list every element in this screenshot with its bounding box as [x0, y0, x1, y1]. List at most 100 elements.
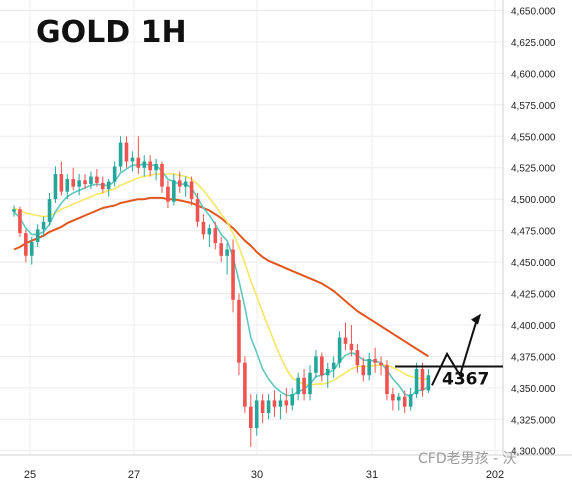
- candle-body: [426, 375, 431, 391]
- y-axis: 4,650.000 4,625.000 4,600.000 4,575.000 4,55…: [511, 7, 556, 458]
- y-tick-label: 4,575.000: [511, 101, 556, 112]
- candle-body: [124, 142, 129, 162]
- candle-body: [195, 199, 200, 222]
- candle: [71, 167, 75, 191]
- candle-body: [260, 400, 265, 414]
- candle: [201, 214, 206, 240]
- candle: [249, 394, 253, 447]
- x-tick-label: 27: [128, 469, 140, 481]
- candle-body: [337, 337, 342, 363]
- candle: [172, 174, 176, 206]
- candle-body: [29, 241, 34, 256]
- x-axis: 25 27 30 31 202: [24, 469, 504, 481]
- candle: [166, 180, 170, 208]
- candle: [136, 136, 141, 175]
- candle: [284, 387, 289, 414]
- candle: [189, 176, 194, 206]
- candle-body: [379, 362, 383, 366]
- y-tick-label: 4,550.000: [511, 132, 556, 143]
- candle-body: [59, 174, 64, 192]
- candle-body: [249, 406, 253, 429]
- candle: [325, 362, 330, 388]
- candle-body: [142, 161, 147, 168]
- candle-body: [89, 176, 93, 185]
- candle: [24, 229, 28, 263]
- candle-body: [172, 180, 176, 202]
- candle-body: [349, 343, 354, 351]
- candle: [18, 206, 22, 237]
- candle: [420, 362, 425, 397]
- candle: [414, 362, 419, 398]
- level-overlay: 4367: [395, 313, 503, 389]
- candle-body: [12, 209, 16, 212]
- candle-body: [189, 181, 194, 200]
- mid-moving-average: [13, 173, 429, 387]
- candle: [402, 390, 407, 414]
- candle: [243, 356, 247, 414]
- candle: [426, 368, 431, 393]
- candle-body: [77, 180, 81, 187]
- x-tick-label: 31: [366, 469, 378, 481]
- candle: [278, 394, 283, 420]
- candle-body: [160, 163, 164, 187]
- candle: [130, 151, 135, 172]
- slow-moving-average: [13, 196, 429, 358]
- candle-body: [225, 249, 229, 256]
- candle-body: [177, 180, 182, 187]
- y-tick-label: 4,625.000: [511, 38, 556, 49]
- candle: [367, 352, 371, 381]
- candle: [207, 224, 212, 247]
- candle: [47, 192, 52, 226]
- candle-body: [130, 157, 135, 162]
- x-tick-label: 30: [251, 469, 263, 481]
- candle-body: [219, 243, 223, 256]
- candle: [337, 331, 342, 368]
- candle-body: [308, 372, 312, 395]
- candle: [254, 394, 259, 436]
- candle-body: [373, 358, 377, 363]
- candle-body: [320, 356, 324, 376]
- y-tick-label: 4,350.000: [511, 384, 556, 395]
- y-tick-label: 4,500.000: [511, 195, 556, 206]
- y-tick-label: 4,525.000: [511, 164, 556, 175]
- fast-moving-average: [13, 163, 429, 398]
- candle: [391, 387, 395, 411]
- candle-body: [213, 228, 218, 244]
- candle: [112, 161, 117, 187]
- y-tick-label: 4,400.000: [511, 321, 556, 332]
- candle-body: [385, 365, 389, 395]
- candle-body: [71, 179, 75, 187]
- chart-title: GOLD 1H: [36, 15, 187, 50]
- candle: [106, 179, 111, 197]
- candle: [343, 322, 348, 351]
- candle-body: [331, 362, 336, 369]
- candle: [237, 293, 241, 376]
- candle-body: [278, 400, 283, 407]
- candle: [124, 136, 129, 168]
- candle: [397, 392, 401, 411]
- candle: [331, 356, 336, 378]
- y-tick-label: 4,475.000: [511, 227, 556, 238]
- candle-body: [414, 368, 419, 395]
- candle-body: [154, 163, 158, 171]
- candle: [408, 387, 413, 411]
- candle: [296, 372, 300, 401]
- candle: [272, 390, 277, 417]
- candle-body: [136, 157, 141, 168]
- candle-body: [231, 249, 235, 300]
- candle: [320, 352, 324, 382]
- candle-body: [24, 233, 28, 256]
- candle: [361, 357, 366, 382]
- x-tick-label: 202: [486, 469, 504, 481]
- forecast-arrow: [431, 322, 477, 386]
- candle-body: [53, 174, 58, 200]
- candle-body: [284, 400, 289, 406]
- candle-body: [83, 180, 87, 185]
- candle-body: [402, 396, 407, 407]
- y-tick-label: 4,300.000: [511, 447, 556, 458]
- candle: [385, 360, 389, 401]
- candle: [12, 205, 16, 217]
- candle-body: [148, 161, 152, 171]
- candle-body: [35, 229, 40, 242]
